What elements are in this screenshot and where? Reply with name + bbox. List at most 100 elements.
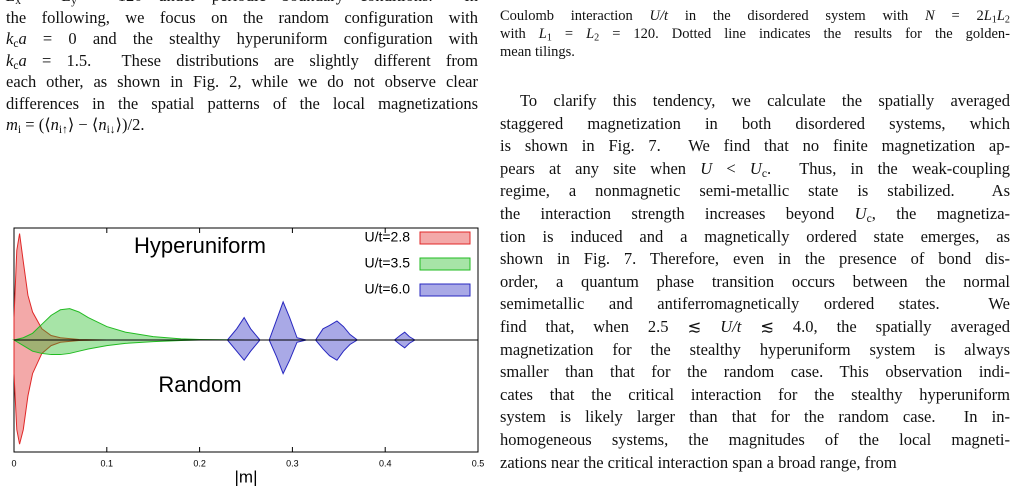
x-tick-label: 0.5 xyxy=(472,458,485,468)
subscript: c xyxy=(13,59,19,72)
text-run: . Thus, in the weak-coupling xyxy=(766,158,1011,178)
math-run: L xyxy=(996,8,1005,24)
legend-label: U/t=6.0 xyxy=(364,281,410,297)
math-run: L xyxy=(538,26,547,42)
math-run: n xyxy=(98,115,107,134)
text-run: is shown in Fig. 7. We find that no fini… xyxy=(500,136,1010,156)
text-line: kca = 0 and the stealthy hyperuniform co… xyxy=(6,29,478,50)
area xyxy=(226,339,417,375)
subscript: i xyxy=(17,123,22,136)
text-line: system is likely larger than that for th… xyxy=(500,407,1010,427)
subscript: c xyxy=(761,167,767,180)
legend-label: U/t=2.8 xyxy=(364,229,410,245)
math-run: n xyxy=(50,115,59,134)
legend-swatch xyxy=(419,231,471,245)
text-line: tion is induced and a magnetically order… xyxy=(500,227,1010,247)
x-tick-label: 0.3 xyxy=(286,458,299,468)
x-tick-label: 0.4 xyxy=(379,458,392,468)
text-line: the following, we focus on the random co… xyxy=(6,8,478,28)
text-run: order, a quantum phase transition occurs… xyxy=(500,271,1010,291)
text-run: = (⟨ xyxy=(21,115,51,134)
text-run: differences in the spatial patterns of t… xyxy=(6,93,478,113)
math-run: k xyxy=(6,50,14,70)
text-line: pears at any site when U < Uc. Thus, in … xyxy=(500,158,1011,180)
text-line: smaller than that for the random case. T… xyxy=(500,362,1010,382)
math-run: L xyxy=(62,0,71,5)
math-run: U/t xyxy=(649,8,669,24)
area xyxy=(226,300,417,341)
subscript: i↓ xyxy=(106,123,116,136)
annotation: Random xyxy=(158,372,241,397)
text-run: mean tilings. xyxy=(500,44,575,60)
text-line: find that, when 2.5 ≲ U/t ≲ 4.0, the spa… xyxy=(500,317,1010,337)
text-run: = xyxy=(551,26,587,42)
text-line: mean tilings. xyxy=(500,43,1010,61)
text-line: semimetallic and antiferromagnetically o… xyxy=(500,294,1010,314)
math-run: L xyxy=(6,0,15,5)
text-run: regime, a nonmagnetic semi-metallic stat… xyxy=(500,181,1010,201)
text-run: = 0 and the stealthy hyperuniform config… xyxy=(26,29,478,48)
text-run: = xyxy=(21,0,62,5)
text-run: Coulomb interaction xyxy=(500,8,650,24)
text-run: find that, when 2.5 ≲ xyxy=(500,317,721,336)
area xyxy=(13,233,107,341)
text-run: = 120 under periodic boundary conditions… xyxy=(77,0,478,5)
text-run: = 1.5. These distributions are slightly … xyxy=(26,50,478,70)
area xyxy=(13,308,247,341)
text-line: To clarify this tendency, we calculate t… xyxy=(520,91,1010,111)
text-run: shown in Fig. 7. Therefore, even in the … xyxy=(500,249,1010,269)
text-line: regime, a nonmagnetic semi-metallic stat… xyxy=(500,181,1010,201)
text-line: mi = (⟨ni↑⟩ − ⟨ni↓⟩)/2. xyxy=(6,115,478,136)
math-run: a xyxy=(18,29,27,48)
x-tick-label: 0 xyxy=(11,458,16,468)
subscript: y xyxy=(71,0,77,7)
math-run: m xyxy=(6,115,18,134)
text-line: is shown in Fig. 7. We find that no fini… xyxy=(500,136,1010,156)
math-run: a xyxy=(18,50,27,70)
text-run: the interaction strength increases beyon… xyxy=(500,204,855,223)
text-run: ≲ 4.0, the spatially averaged xyxy=(741,317,1010,336)
subscript: 2 xyxy=(1004,14,1010,26)
text-run: in the disordered system with xyxy=(668,8,926,24)
text-run: system is likely larger than that for th… xyxy=(500,407,1010,427)
subscript: 2 xyxy=(594,32,600,44)
text-line: kca = 1.5. These distributions are sligh… xyxy=(6,50,478,72)
math-run: L xyxy=(586,26,595,42)
text-run: tion is induced and a magnetically order… xyxy=(500,226,1010,246)
text-line: Coulomb interaction U/t in the disordere… xyxy=(500,7,1010,25)
legend-swatch xyxy=(419,283,471,297)
text-line: differences in the spatial patterns of t… xyxy=(6,94,478,114)
text-run: magnetization for the stealthy hyperunif… xyxy=(500,339,1010,359)
math-run: U xyxy=(700,158,713,178)
subscript: c xyxy=(866,212,872,225)
text-line: the interaction strength increases beyon… xyxy=(500,204,1010,225)
text-run: smaller than that for the random case. T… xyxy=(500,362,1010,382)
legend-label: U/t=3.5 xyxy=(364,255,410,271)
text-run: staggered magnetization in both disorder… xyxy=(500,113,1010,133)
math-run: U xyxy=(749,158,762,178)
text-run: ⟩ − ⟨ xyxy=(67,115,99,134)
x-tick-label: 0.2 xyxy=(193,458,206,468)
subscript: i↑ xyxy=(58,123,68,136)
text-run: zations near the critical interaction sp… xyxy=(500,452,897,472)
text-run: = 2 xyxy=(934,8,984,24)
area xyxy=(12,339,246,356)
subscript: c xyxy=(13,37,19,50)
subscript: 1 xyxy=(991,14,997,26)
math-run: U/t xyxy=(720,317,742,336)
text-line: magnetization for the stealthy hyperunif… xyxy=(500,340,1010,360)
text-line: Lx = Ly = 120 under periodic boundary co… xyxy=(6,0,478,7)
math-run: L xyxy=(983,8,992,24)
text-line: zations near the critical interaction sp… xyxy=(500,453,1010,473)
x-tick-label: 0.1 xyxy=(101,458,114,468)
text-line: staggered magnetization in both disorder… xyxy=(500,114,1010,134)
text-run: To clarify this tendency, we calculate t… xyxy=(520,91,1010,110)
text-line: homogeneous systems, the magnitudes of t… xyxy=(500,430,1010,450)
legend-swatch xyxy=(419,257,471,271)
text-line: shown in Fig. 7. Therefore, even in the … xyxy=(500,249,1010,269)
text-run: < xyxy=(712,158,750,178)
text-line: order, a quantum phase transition occurs… xyxy=(500,272,1010,292)
math-run: U xyxy=(854,204,867,223)
text-line: each other, as shown in Fig. 2, while we… xyxy=(6,72,478,92)
